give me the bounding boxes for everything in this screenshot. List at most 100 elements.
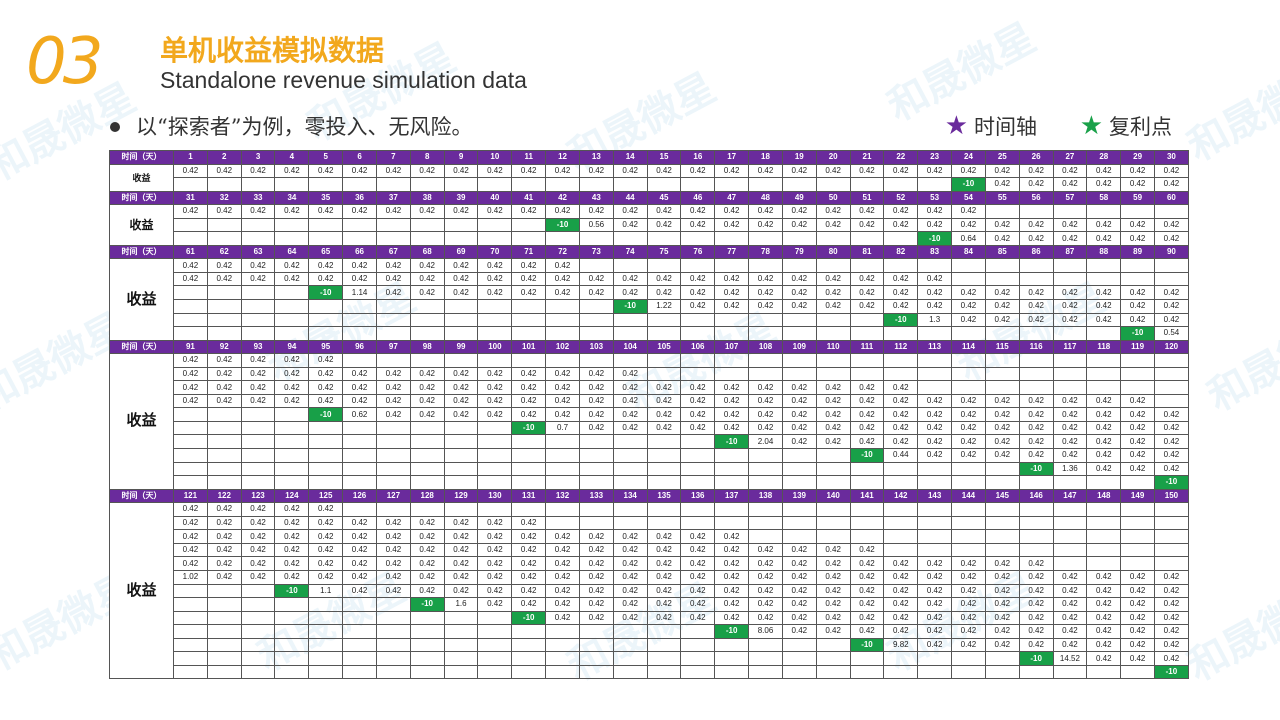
day-number: 14 — [612, 150, 648, 165]
day-number: 87 — [1052, 244, 1088, 260]
revenue-cell: 0.42 — [883, 583, 919, 599]
revenue-cell — [917, 380, 953, 395]
revenue-cell: 0.42 — [680, 583, 716, 599]
revenue-row: -10 1.3 0.42 0.42 0.42 0.42 0.42 0.42 0.42 — [110, 312, 1189, 328]
revenue-cell: 0.42 — [545, 163, 580, 179]
revenue-cell — [274, 434, 310, 450]
revenue-cell — [748, 312, 783, 328]
revenue-cell: 0.42 — [917, 434, 953, 450]
revenue-cell — [206, 217, 242, 233]
revenue-cell: 0.42 — [1154, 583, 1189, 599]
revenue-cell: 0.42 — [1052, 569, 1088, 585]
revenue-cell — [1018, 353, 1054, 368]
revenue-cell — [578, 231, 614, 246]
revenue-cell — [240, 475, 276, 490]
revenue-cell: 0.42 — [714, 393, 750, 409]
revenue-cell: 0.42 — [545, 529, 580, 544]
revenue-cell — [443, 624, 479, 639]
revenue-row: -10 8.06 0.42 0.42 0.42 0.42 0.42 0.42 0.42 0.42 0… — [110, 624, 1189, 639]
revenue-cell — [917, 651, 953, 666]
revenue-cell: 0.42 — [951, 204, 986, 219]
revenue-cell: 0.42 — [274, 569, 310, 585]
revenue-cell: 0.42 — [849, 407, 885, 422]
revenue-cell — [781, 529, 817, 544]
compound-point-cell: -10 — [917, 231, 953, 246]
revenue-cell: 0.42 — [375, 515, 411, 531]
watermark-text: 和晟微星 — [1180, 54, 1280, 171]
revenue-cell — [1086, 353, 1122, 368]
revenue-cell — [612, 637, 648, 653]
revenue-cell — [1086, 664, 1122, 680]
revenue-cell: 0.42 — [477, 204, 513, 219]
revenue-cell — [409, 664, 445, 680]
revenue-cell: 0.42 — [714, 420, 750, 436]
revenue-cell — [1086, 258, 1122, 273]
revenue-cell — [375, 420, 411, 436]
page-title-english: Standalone revenue simulation data — [160, 67, 527, 93]
revenue-cell: 0.42 — [1120, 624, 1156, 639]
revenue-cell — [342, 353, 377, 368]
revenue-cell — [680, 475, 716, 490]
revenue-cell — [545, 651, 580, 666]
day-number: 38 — [409, 190, 445, 206]
revenue-cell: 0.42 — [274, 393, 310, 409]
revenue-cell — [951, 651, 986, 666]
revenue-cell: 0.42 — [680, 420, 716, 436]
revenue-cell — [511, 448, 547, 463]
revenue-cell — [409, 353, 445, 368]
day-number: 99 — [443, 339, 479, 355]
revenue-cell: 0.42 — [748, 163, 783, 179]
revenue-cell — [274, 664, 310, 680]
revenue-cell: 0.42 — [274, 542, 310, 558]
revenue-row: -10 0.54 — [110, 326, 1189, 341]
revenue-cell — [409, 624, 445, 639]
revenue-cell — [173, 475, 208, 490]
revenue-cell — [578, 461, 614, 477]
revenue-cell: 0.42 — [173, 271, 208, 287]
revenue-cell: 0.42 — [443, 163, 479, 179]
revenue-cell — [206, 420, 242, 436]
revenue-cell — [815, 312, 851, 328]
revenue-cell: 0.42 — [815, 556, 851, 571]
revenue-cell — [274, 231, 310, 246]
revenue-cell: 0.42 — [748, 217, 783, 233]
day-number: 61 — [173, 244, 208, 260]
revenue-cell — [274, 326, 310, 341]
revenue-cell: 0.42 — [1086, 461, 1122, 477]
day-number: 58 — [1086, 190, 1122, 206]
revenue-cell — [545, 448, 580, 463]
revenue-row: -10 0.42 0.42 0.42 0.42 0.42 0.42 — [110, 177, 1189, 192]
revenue-cell — [612, 448, 648, 463]
revenue-cell — [274, 299, 310, 314]
revenue-cell — [951, 542, 986, 558]
revenue-cell: 0.42 — [1120, 651, 1156, 666]
revenue-cell — [240, 299, 276, 314]
revenue-cell: 0.42 — [849, 285, 885, 300]
revenue-cell — [477, 448, 513, 463]
revenue-cell — [477, 217, 513, 233]
revenue-cell: 0.42 — [917, 624, 953, 639]
revenue-cell — [443, 353, 479, 368]
revenue-cell: 0.42 — [849, 204, 885, 219]
day-number: 1 — [173, 150, 208, 165]
day-number: 81 — [849, 244, 885, 260]
revenue-cell — [206, 448, 242, 463]
revenue-cell: 0.42 — [815, 285, 851, 300]
revenue-row: 0.42 0.42 0.42 0.42 0.42 0.42 0.42 0.42 0.42 0.42… — [110, 366, 1189, 382]
revenue-cell: 0.42 — [849, 597, 885, 612]
day-number: 48 — [748, 190, 783, 206]
revenue-cell: 0.42 — [951, 420, 986, 436]
day-number: 23 — [917, 150, 953, 165]
revenue-cell: 0.42 — [578, 163, 614, 179]
revenue-cell — [883, 664, 919, 680]
revenue-cell: 0.42 — [849, 271, 885, 287]
revenue-cell — [477, 177, 513, 192]
revenue-cell — [714, 664, 750, 680]
day-number: 125 — [308, 488, 344, 504]
revenue-cell — [511, 217, 547, 233]
day-number: 27 — [1052, 150, 1088, 165]
revenue-cell: 0.42 — [1052, 163, 1088, 179]
day-number: 66 — [342, 244, 377, 260]
revenue-cell — [240, 312, 276, 328]
revenue-cell — [815, 664, 851, 680]
